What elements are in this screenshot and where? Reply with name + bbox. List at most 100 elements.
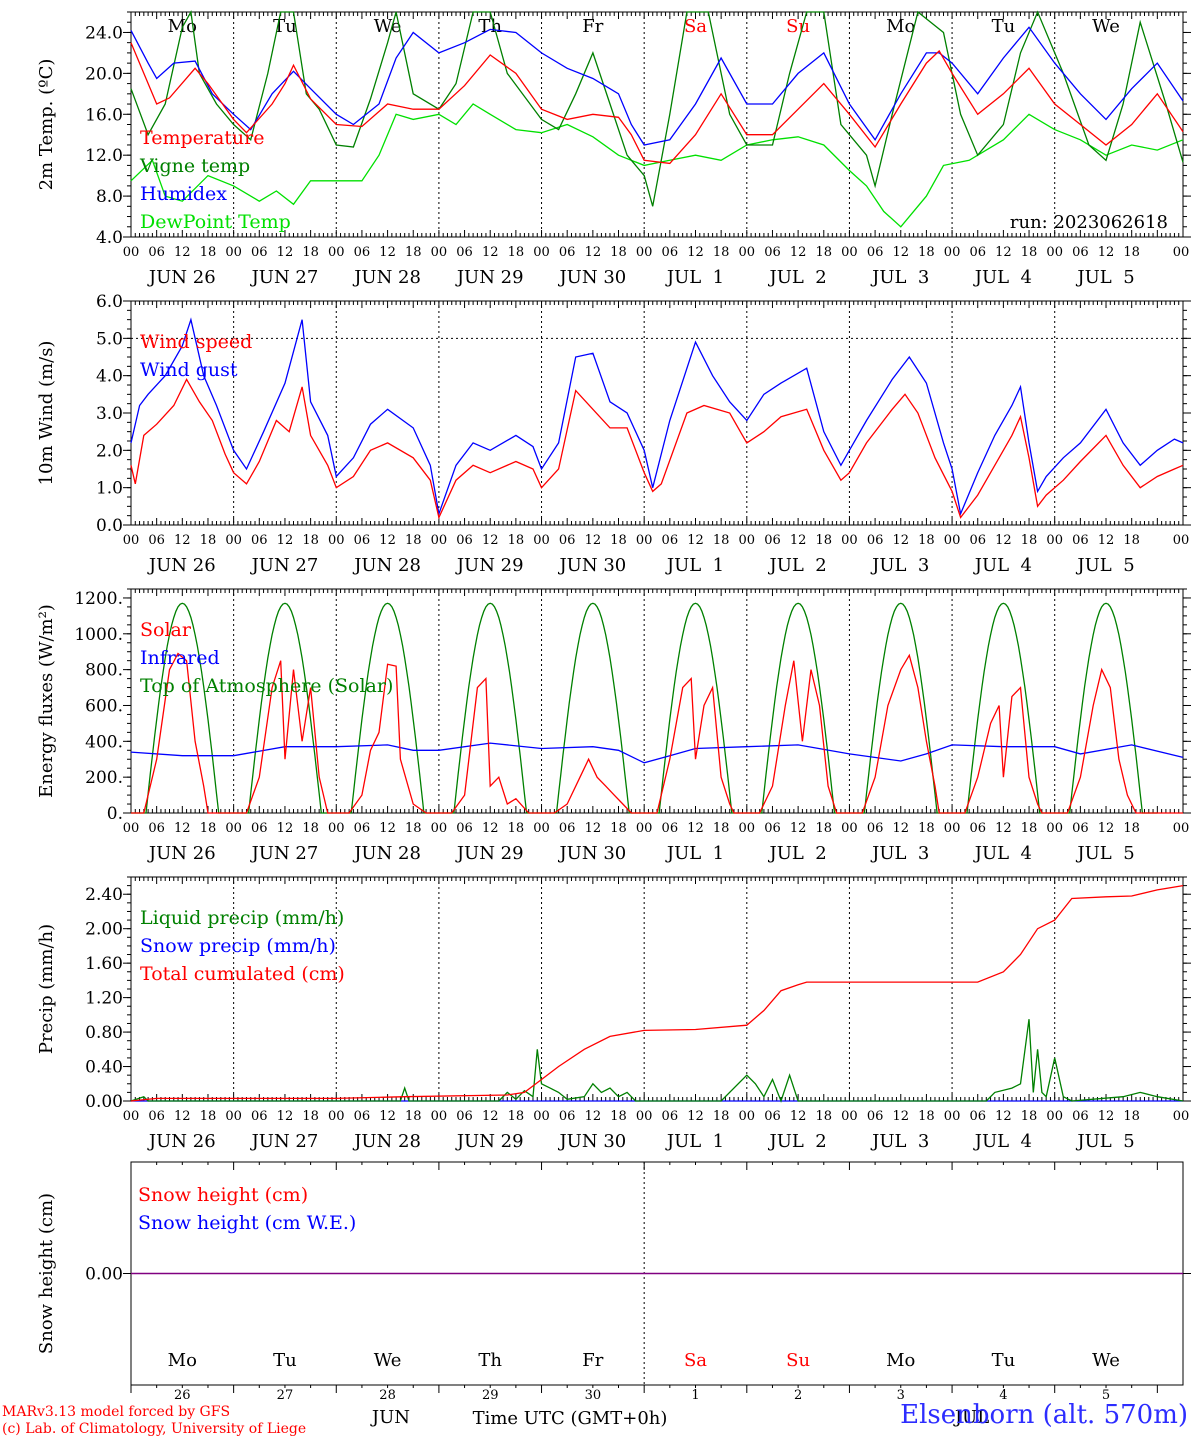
hour-tick-label: 00: [841, 245, 858, 260]
hour-tick-label: 12: [995, 533, 1012, 548]
hour-tick-label: 12: [892, 821, 909, 836]
hour-tick-label: 00: [1046, 1109, 1063, 1124]
series-temperature: [130, 42, 1184, 165]
hour-tick-label: 00: [1046, 821, 1063, 836]
hour-tick-label: 12: [892, 245, 909, 260]
hour-tick-label: 18: [508, 533, 525, 548]
hour-tick-label: 00: [739, 1109, 756, 1124]
y-axis-label: Energy fluxes (W/m²): [36, 604, 57, 798]
hour-tick-label: 00: [431, 533, 448, 548]
hour-tick-label: 06: [764, 1109, 781, 1124]
legend-liquid-precip-mm-h-: Liquid precip (mm/h): [140, 907, 344, 929]
hour-tick-label: 18: [1021, 245, 1038, 260]
day-abbr-label: Sa: [684, 16, 707, 37]
day-date-label: 28: [379, 1388, 396, 1403]
hour-tick-label: 06: [456, 821, 473, 836]
y-tick-label: 0.: [107, 804, 123, 824]
hour-tick-label: 12: [687, 533, 704, 548]
hour-tick-label: 12: [379, 821, 396, 836]
hour-tick-label: 06: [354, 821, 371, 836]
hour-tick-label: 18: [816, 821, 833, 836]
hour-tick-label: 00: [225, 245, 242, 260]
legend-infrared: Infrared: [140, 647, 220, 669]
hour-tick-label: 06: [456, 245, 473, 260]
day-abbr-label: We: [374, 16, 402, 37]
hour-tick-label: 06: [969, 533, 986, 548]
hour-tick-label: 00: [533, 821, 550, 836]
hour-tick-label: 12: [995, 821, 1012, 836]
y-tick-label: 400.: [85, 732, 123, 752]
series-wind-gust: [130, 317, 1184, 517]
hour-tick-label: 06: [764, 245, 781, 260]
hour-tick-label: 06: [148, 245, 165, 260]
hour-tick-label: 06: [148, 1109, 165, 1124]
hour-tick-label: 00: [123, 533, 140, 548]
hour-tick-label: 12: [482, 1109, 499, 1124]
hour-tick-label: 18: [610, 245, 627, 260]
hour-tick-label: 00: [636, 245, 653, 260]
hour-tick-label: 00: [1173, 245, 1190, 260]
day-abbr-label: Fr: [582, 1350, 603, 1371]
hour-tick-label: 06: [148, 821, 165, 836]
legend-humidex: Humidex: [140, 183, 227, 205]
hour-tick-label: 06: [662, 245, 679, 260]
series-wind-speed: [130, 378, 1184, 520]
date-label: JUL 1: [665, 843, 724, 864]
time-axis-label: Time UTC (GMT+0h): [473, 1408, 668, 1429]
hour-tick-label: 12: [174, 821, 191, 836]
station-name: Elsenborn (alt. 570m): [900, 1400, 1188, 1430]
hour-tick-label: 00: [944, 1109, 961, 1124]
y-tick-label: 12.0: [85, 146, 123, 166]
hour-tick-label: 00: [328, 821, 345, 836]
date-label: JUN 26: [147, 267, 216, 288]
hour-tick-label: 18: [713, 821, 730, 836]
date-label: JUN 27: [250, 1131, 319, 1152]
panel-1: 00 06 12 18 00 06 12 18 00 06 12 18 00 06 12 18 00 06 12 18…: [36, 292, 1191, 576]
hour-tick-label: 06: [1072, 533, 1089, 548]
hour-tick-label: 00: [739, 821, 756, 836]
hour-tick-label: 06: [969, 1109, 986, 1124]
hour-tick-label: 00: [1173, 1109, 1190, 1124]
hour-tick-label: 18: [918, 1109, 935, 1124]
hour-tick-label: 00: [636, 821, 653, 836]
hour-tick-label: 06: [251, 245, 268, 260]
hour-tick-label: 12: [790, 1109, 807, 1124]
hour-tick-label: 18: [610, 1109, 627, 1124]
hour-tick-label: 06: [662, 821, 679, 836]
series-infrared: [130, 742, 1184, 764]
hour-tick-label: 12: [482, 821, 499, 836]
date-label: JUN 28: [352, 1131, 421, 1152]
hour-tick-label: 00: [841, 1109, 858, 1124]
hour-tick-label: 18: [1021, 533, 1038, 548]
hour-tick-label: 18: [200, 1109, 217, 1124]
date-label: JUN 29: [455, 843, 524, 864]
hour-tick-label: 12: [174, 533, 191, 548]
y-tick-label: 2.40: [85, 885, 123, 905]
hour-tick-label: 18: [816, 245, 833, 260]
hour-tick-label: 06: [354, 245, 371, 260]
hour-tick-label: 18: [816, 1109, 833, 1124]
hour-tick-label: 18: [405, 821, 422, 836]
hour-tick-label: 18: [302, 245, 319, 260]
y-tick-label: 1000.: [74, 625, 123, 645]
legend-temperature: Temperature: [140, 127, 264, 149]
date-label: JUL 4: [973, 1131, 1032, 1152]
y-tick-label: 600.: [85, 696, 123, 716]
hour-tick-label: 06: [662, 533, 679, 548]
hour-tick-label: 12: [277, 821, 294, 836]
hour-tick-label: 00: [944, 245, 961, 260]
hour-tick-label: 00: [944, 821, 961, 836]
panel-4: 0.00 Snow height (cm) Snow height (cm) Snow…: [36, 1161, 1191, 1429]
hour-tick-label: 18: [610, 533, 627, 548]
hour-tick-label: 18: [405, 533, 422, 548]
hour-tick-label: 00: [431, 1109, 448, 1124]
hour-tick-label: 18: [816, 533, 833, 548]
hour-tick-label: 18: [508, 245, 525, 260]
day-abbr-label: We: [374, 1350, 402, 1371]
y-tick-label: 2.00: [85, 920, 123, 940]
date-label: JUN 29: [455, 1131, 524, 1152]
hour-tick-label: 00: [841, 821, 858, 836]
y-tick-label: 0.00: [85, 1265, 123, 1285]
hour-tick-label: 18: [1021, 821, 1038, 836]
